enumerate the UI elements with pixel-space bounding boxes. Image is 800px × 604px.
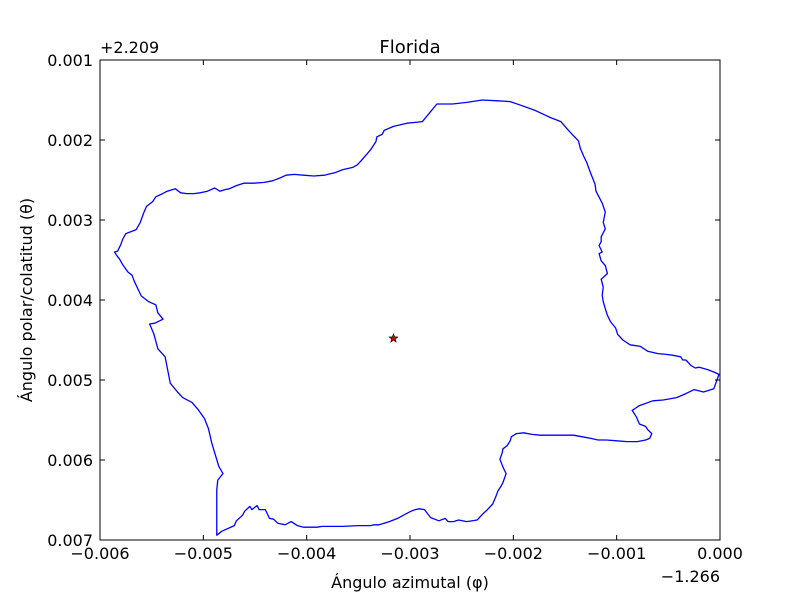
y-offset-label: +2.209 bbox=[100, 38, 159, 57]
y-tick-label: 0.004 bbox=[47, 291, 93, 310]
y-tick-label: 0.005 bbox=[47, 371, 93, 390]
x-tick-label: −0.003 bbox=[380, 544, 439, 563]
y-axis-label: Ángulo polar/colatitud (θ) bbox=[17, 198, 36, 402]
y-tick-label: 0.003 bbox=[47, 211, 93, 230]
series-layer bbox=[113, 99, 720, 536]
marker-layer bbox=[388, 333, 399, 343]
y-tick-label: 0.007 bbox=[47, 531, 93, 550]
y-tick-label: 0.001 bbox=[47, 51, 93, 70]
x-axis-label: Ángulo azimutal (φ) bbox=[331, 573, 489, 592]
boundary-line-0 bbox=[113, 99, 720, 536]
x-tick-label: −0.004 bbox=[277, 544, 336, 563]
x-tick-label: −0.001 bbox=[587, 544, 646, 563]
x-tick-label: −0.005 bbox=[174, 544, 233, 563]
center-star-marker bbox=[388, 333, 399, 343]
x-tick-label: −0.002 bbox=[484, 544, 543, 563]
x-tick-label: −0.006 bbox=[70, 544, 129, 563]
y-ticks: 0.001 0.002 0.003 0.004 0.005 0.006 0.007 bbox=[47, 51, 720, 550]
y-tick-label: 0.002 bbox=[47, 131, 93, 150]
x-ticks: −0.006 −0.005 −0.004 −0.003 −0.002 −0.001 0.00… bbox=[70, 60, 743, 563]
x-tick-label: 0.000 bbox=[697, 544, 743, 563]
x-offset-label: −1.266 bbox=[661, 567, 720, 586]
chart-title: Florida bbox=[379, 37, 440, 58]
y-tick-label: 0.006 bbox=[47, 451, 93, 470]
plot-background bbox=[100, 60, 720, 540]
